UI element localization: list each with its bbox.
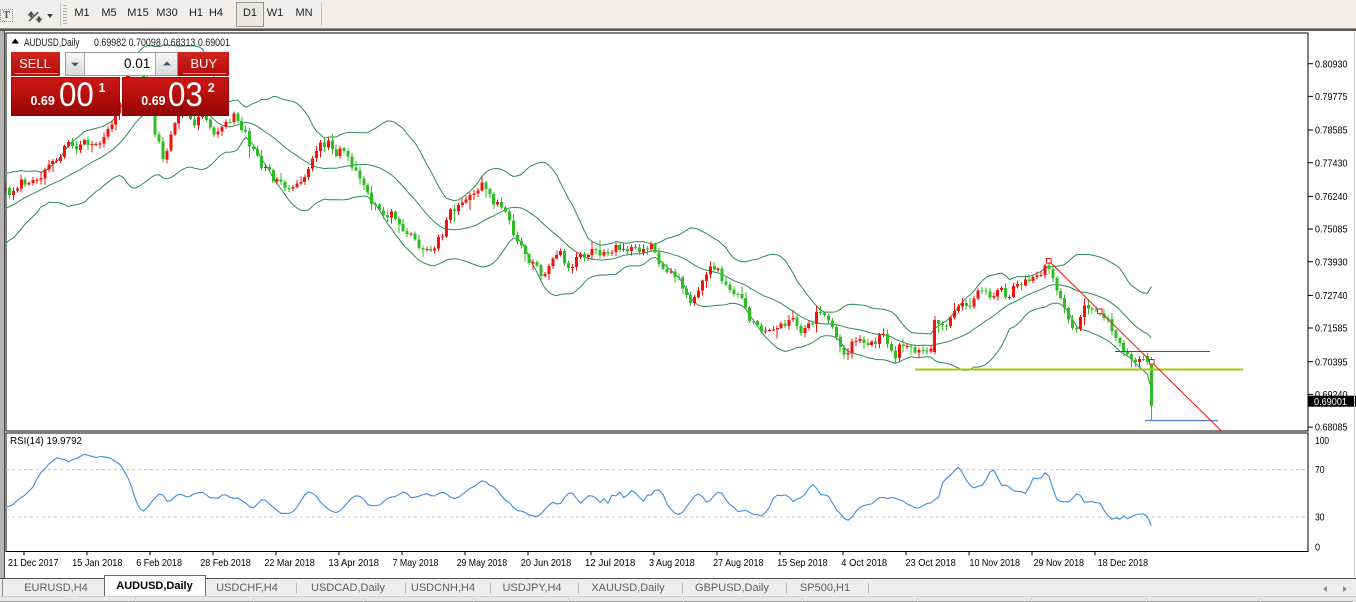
svg-text:15 Jan 2018: 15 Jan 2018 — [72, 557, 123, 569]
svg-text:0.80930: 0.80930 — [1315, 58, 1348, 70]
svg-text:RSI(14) 19.9792: RSI(14) 19.9792 — [10, 435, 82, 447]
svg-text:29 Nov 2018: 29 Nov 2018 — [1034, 557, 1085, 569]
svg-text:0.79775: 0.79775 — [1315, 91, 1348, 103]
svg-text:0.69982 0.70098 0.68313 0.6900: 0.69982 0.70098 0.68313 0.69001 — [94, 37, 230, 49]
svg-text:0.70395: 0.70395 — [1315, 356, 1348, 368]
svg-text:12 Jul 2018: 12 Jul 2018 — [585, 557, 636, 569]
svg-text:20 Jun 2018: 20 Jun 2018 — [521, 557, 572, 569]
svg-text:0.76240: 0.76240 — [1315, 191, 1348, 203]
svg-text:0.73930: 0.73930 — [1315, 256, 1348, 268]
svg-text:21 Dec 2017: 21 Dec 2017 — [8, 557, 59, 569]
svg-text:AUDUSD,Daily: AUDUSD,Daily — [24, 37, 80, 49]
svg-text:0.72740: 0.72740 — [1315, 290, 1348, 302]
svg-text:100: 100 — [1315, 435, 1329, 447]
svg-text:0.71585: 0.71585 — [1315, 323, 1348, 335]
svg-text:4 Oct 2018: 4 Oct 2018 — [841, 557, 887, 569]
svg-text:29 May 2018: 29 May 2018 — [457, 557, 508, 569]
svg-text:18 Dec 2018: 18 Dec 2018 — [1098, 557, 1149, 569]
svg-text:15 Sep 2018: 15 Sep 2018 — [777, 557, 828, 569]
svg-text:0.77430: 0.77430 — [1315, 157, 1348, 169]
svg-text:0: 0 — [1315, 542, 1320, 554]
svg-text:0.75085: 0.75085 — [1315, 224, 1348, 236]
svg-text:3 Aug 2018: 3 Aug 2018 — [649, 557, 695, 569]
svg-text:0.78585: 0.78585 — [1315, 125, 1348, 137]
svg-text:6 Feb 2018: 6 Feb 2018 — [136, 557, 182, 569]
svg-text:7 May 2018: 7 May 2018 — [393, 557, 439, 569]
svg-text:27 Aug 2018: 27 Aug 2018 — [713, 557, 764, 569]
svg-text:10 Nov 2018: 10 Nov 2018 — [970, 557, 1021, 569]
svg-text:13 Apr 2018: 13 Apr 2018 — [329, 557, 380, 569]
svg-text:0.68085: 0.68085 — [1315, 422, 1348, 434]
svg-text:22 Mar 2018: 22 Mar 2018 — [264, 557, 315, 569]
svg-text:23 Oct 2018: 23 Oct 2018 — [905, 557, 956, 569]
svg-text:30: 30 — [1315, 512, 1325, 524]
svg-text:0.69001: 0.69001 — [1314, 397, 1347, 408]
svg-text:70: 70 — [1315, 464, 1325, 476]
svg-text:28 Feb 2018: 28 Feb 2018 — [200, 557, 251, 569]
